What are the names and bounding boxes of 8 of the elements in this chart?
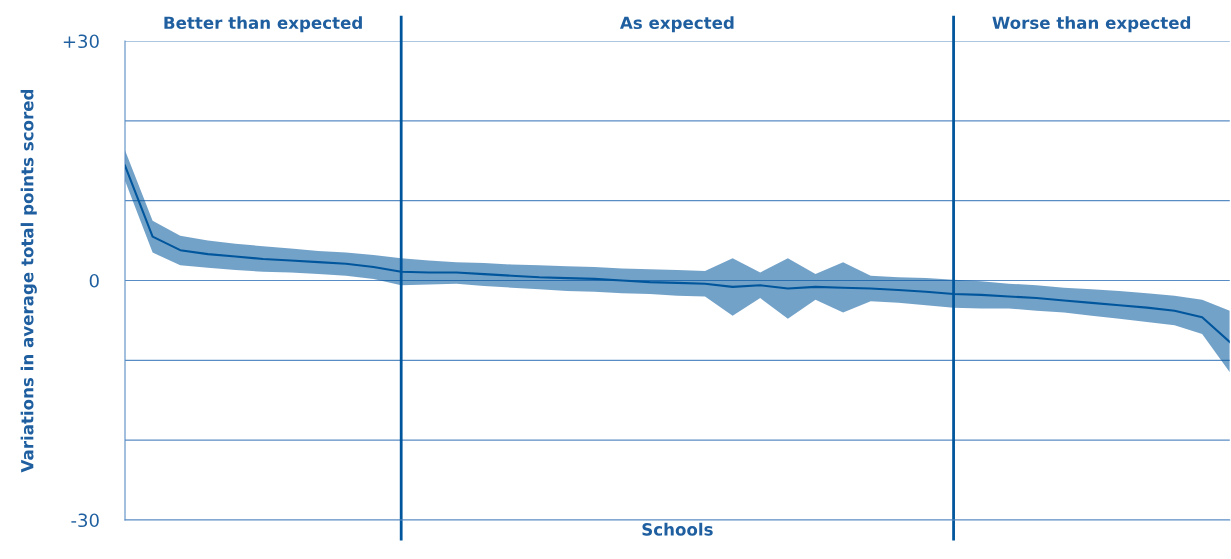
y-tick-label: +30 [63,34,99,49]
x-axis-title: Schools [642,522,713,536]
text: Worse than expected [992,16,1191,33]
y-tick-label: -30 [71,513,99,528]
y-tick-label: 0 [89,273,99,288]
text: As expected [619,16,734,33]
text: Better than expected [164,16,362,33]
y-axis-title: Variations in average total points scored [20,89,37,473]
